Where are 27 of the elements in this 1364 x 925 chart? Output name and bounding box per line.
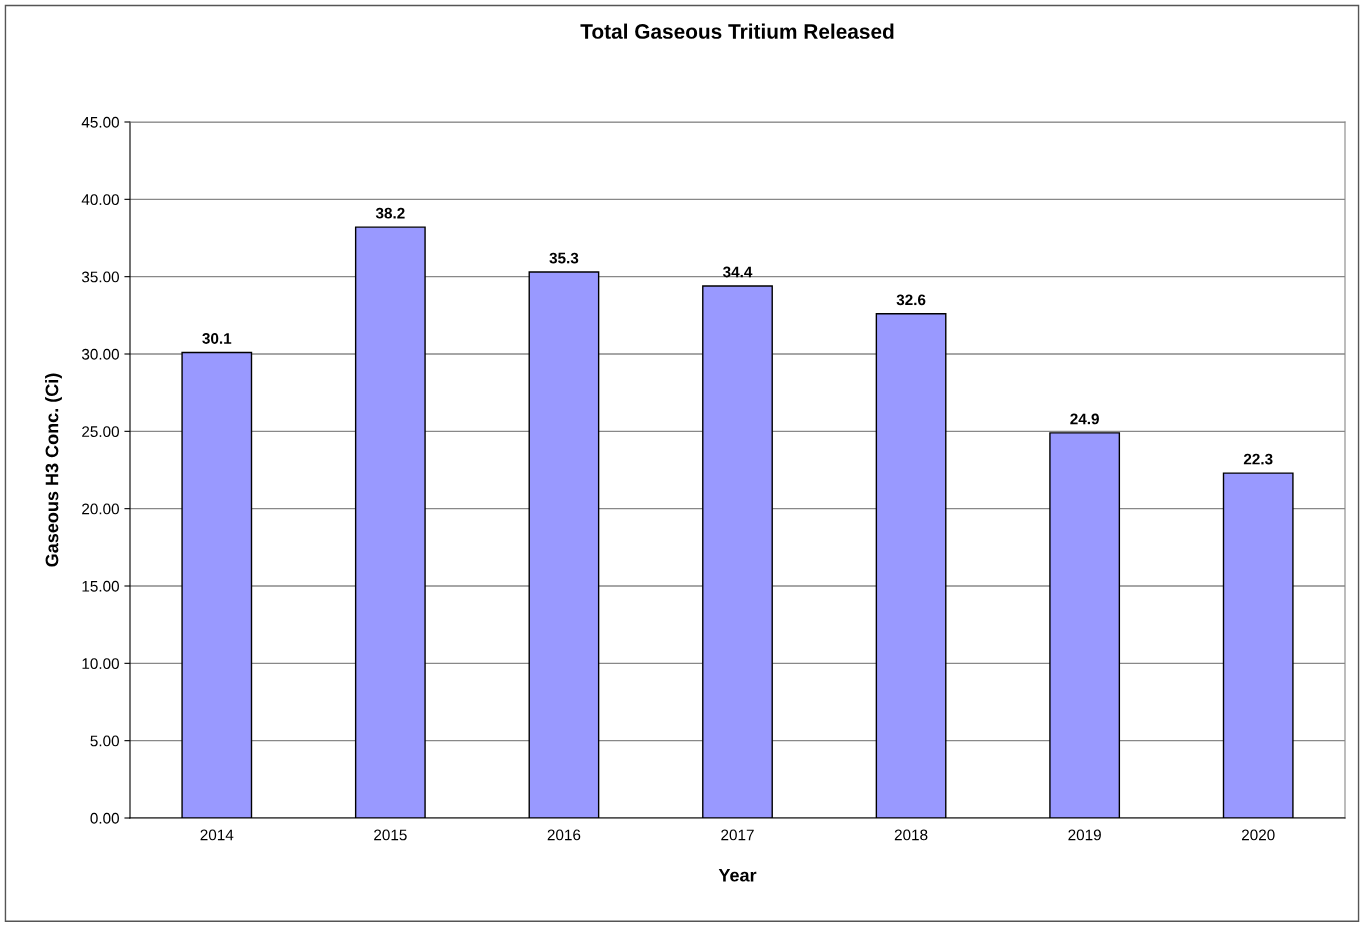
- y-tick-label: 40.00: [81, 194, 119, 206]
- y-tick-label: 25.00: [82, 426, 119, 438]
- x-axis-title: Year: [718, 869, 757, 882]
- x-tick-label: 2016: [547, 829, 581, 841]
- x-tick-label: 2018: [894, 829, 928, 841]
- data-label: 24.9: [1070, 413, 1099, 425]
- x-tick-label: 2015: [374, 829, 407, 841]
- y-tick-label: 35.00: [81, 271, 119, 283]
- chart-title: Total Gaseous Tritium Released: [580, 23, 894, 39]
- x-tick-label: 2020: [1241, 829, 1275, 841]
- data-label: 34.4: [722, 266, 753, 278]
- data-label: 38.2: [375, 207, 405, 219]
- y-tick-label: 5.00: [90, 735, 119, 747]
- data-label: 22.3: [1243, 453, 1273, 465]
- y-tick-label: 10.00: [82, 658, 119, 670]
- x-tick-label: 2014: [200, 829, 234, 841]
- y-tick-label: 0.00: [90, 812, 119, 824]
- data-label: 35.3: [549, 252, 579, 264]
- y-tick-label: 15.00: [82, 580, 119, 592]
- y-tick-label: 45.00: [81, 116, 119, 128]
- x-tick-label: 2019: [1068, 829, 1101, 841]
- x-tick-label: 2017: [721, 829, 754, 841]
- y-axis-title: Gaseous H3 Conc. (Ci): [45, 373, 62, 567]
- data-label: 30.1: [202, 333, 232, 344]
- y-tick-label: 20.00: [82, 503, 119, 515]
- y-tick-label: 30.00: [81, 348, 119, 360]
- data-label: 32.6: [896, 294, 926, 306]
